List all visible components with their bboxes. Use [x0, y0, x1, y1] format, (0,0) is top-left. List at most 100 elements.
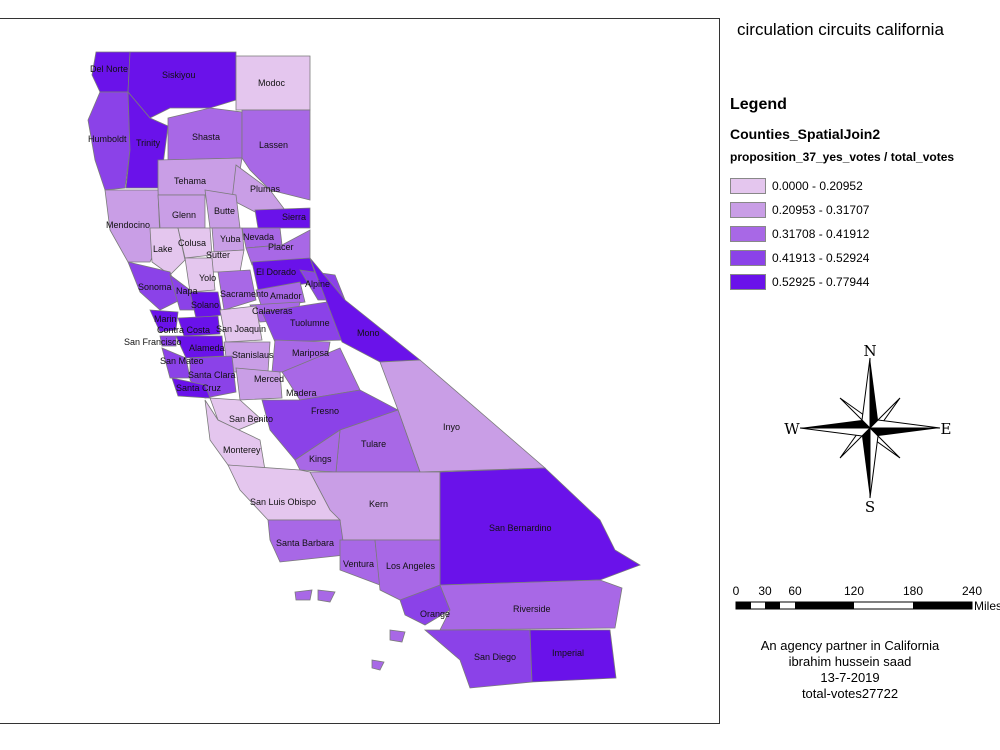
compass-south: S: [865, 498, 875, 516]
label-del-norte: Del Norte: [90, 64, 128, 74]
island-2: [317, 589, 336, 603]
label-amador: Amador: [270, 291, 302, 301]
label-san-diego: San Diego: [474, 652, 516, 662]
label-santa-barbara: Santa Barbara: [276, 538, 334, 548]
label-san-benito: San Benito: [229, 414, 273, 424]
label-siskiyou: Siskiyou: [162, 70, 196, 80]
label-solano: Solano: [191, 300, 219, 310]
legend-swatch: [730, 226, 766, 242]
island-1: [294, 589, 313, 601]
label-butte: Butte: [214, 206, 235, 216]
label-santa-cruz: Santa Cruz: [176, 383, 222, 393]
county-riverside[interactable]: [439, 579, 623, 631]
county-contra-costa[interactable]: [177, 315, 221, 337]
scale-tick-0: 0: [733, 584, 740, 598]
county-placer[interactable]: [245, 229, 311, 266]
label-stanislaus: Stanislaus: [232, 350, 274, 360]
scale-tick-240: 240: [962, 584, 982, 598]
label-colusa: Colusa: [178, 238, 206, 248]
county-santa-barbara[interactable]: [267, 519, 346, 563]
county-orange[interactable]: [399, 584, 451, 626]
scale-tick-120: 120: [844, 584, 864, 598]
county-amador[interactable]: [255, 281, 306, 309]
credit-line-agency: An agency partner in California: [760, 638, 940, 653]
label-tehama: Tehama: [174, 176, 206, 186]
legend-swatch: [730, 178, 766, 194]
map-title: circulation circuits california: [737, 20, 944, 39]
label-trinity: Trinity: [136, 138, 161, 148]
county-sacramento[interactable]: [217, 269, 257, 311]
scale-tick-30: 30: [758, 584, 772, 598]
label-san-francisco: San Francisco: [124, 337, 182, 347]
county-marin[interactable]: [149, 309, 179, 333]
label-nevada: Nevada: [243, 232, 274, 242]
county-labels: Del Norte Siskiyou Modoc Humboldt Trinit…: [88, 64, 584, 662]
label-ventura: Ventura: [343, 559, 374, 569]
legend-class-label: 0.31708 - 0.41912: [772, 227, 870, 241]
north-arrow-compass: N S E W: [784, 342, 952, 516]
compass-north: N: [863, 342, 876, 360]
label-lake: Lake: [153, 244, 173, 254]
legend-swatch: [730, 202, 766, 218]
county-san-luis-obispo[interactable]: [227, 464, 341, 521]
label-mendocino: Mendocino: [106, 220, 150, 230]
label-inyo: Inyo: [443, 422, 460, 432]
county-san-francisco[interactable]: [159, 335, 177, 347]
label-san-mateo: San Mateo: [160, 356, 204, 366]
island-4: [371, 659, 385, 671]
county-siskiyou[interactable]: [127, 51, 237, 119]
label-contra-costa: Contra Costa: [157, 325, 210, 335]
legend-heading: Legend: [730, 96, 787, 113]
scale-tick-60: 60: [788, 584, 802, 598]
label-sacramento: Sacramento: [220, 289, 269, 299]
label-plumas: Plumas: [250, 184, 281, 194]
credit-line-author: ibrahim hussein saad: [788, 654, 912, 669]
label-san-bernardino: San Bernardino: [489, 523, 552, 533]
label-riverside: Riverside: [513, 604, 551, 614]
legend-class-label: 0.41913 - 0.52924: [772, 251, 870, 265]
legend-layer-name: Counties_SpatialJoin2: [730, 126, 881, 142]
county-shapes: [87, 51, 641, 689]
county-mendocino[interactable]: [104, 189, 161, 263]
label-monterey: Monterey: [223, 445, 261, 455]
label-humboldt: Humboldt: [88, 134, 127, 144]
label-napa: Napa: [176, 286, 198, 296]
county-sierra[interactable]: [254, 207, 311, 229]
label-el-dorado: El Dorado: [256, 267, 296, 277]
legend-class-3: 0.31708 - 0.41912: [730, 222, 869, 246]
label-orange: Orange: [420, 609, 450, 619]
credit-line-date: 13-7-2019: [820, 670, 880, 685]
legend-class-1: 0.0000 - 0.20952: [730, 174, 869, 198]
credit-line-total-votes: total-votes27722: [801, 686, 899, 701]
label-santa-clara: Santa Clara: [188, 370, 236, 380]
island-3: [389, 629, 406, 643]
label-yuba: Yuba: [220, 234, 241, 244]
california-map: Del Norte Siskiyou Modoc Humboldt Trinit…: [87, 51, 641, 689]
county-san-joaquin[interactable]: [219, 305, 263, 343]
label-kern: Kern: [369, 499, 388, 509]
label-mono: Mono: [357, 328, 380, 338]
legend-class-5: 0.52925 - 0.77944: [730, 270, 869, 294]
county-sonoma[interactable]: [127, 261, 181, 311]
county-yolo[interactable]: [184, 257, 216, 293]
label-alameda: Alameda: [189, 343, 225, 353]
county-imperial[interactable]: [529, 629, 617, 683]
label-lassen: Lassen: [259, 140, 288, 150]
legend-class-2: 0.20953 - 0.31707: [730, 198, 869, 222]
label-tulare: Tulare: [361, 439, 386, 449]
legend-swatch: [730, 274, 766, 290]
label-yolo: Yolo: [199, 273, 216, 283]
label-marin: Marin: [154, 314, 177, 324]
label-alpine: Alpine: [305, 279, 330, 289]
county-lake[interactable]: [149, 227, 186, 276]
compass-east: E: [941, 420, 952, 438]
legend-swatch: [730, 250, 766, 266]
label-sutter: Sutter: [206, 250, 230, 260]
scale-tick-180: 180: [903, 584, 923, 598]
label-placer: Placer: [268, 242, 294, 252]
label-kings: Kings: [309, 454, 332, 464]
county-merced[interactable]: [235, 367, 283, 401]
legend-class-label: 0.0000 - 0.20952: [772, 179, 863, 193]
label-imperial: Imperial: [552, 648, 584, 658]
label-mariposa: Mariposa: [292, 348, 329, 358]
